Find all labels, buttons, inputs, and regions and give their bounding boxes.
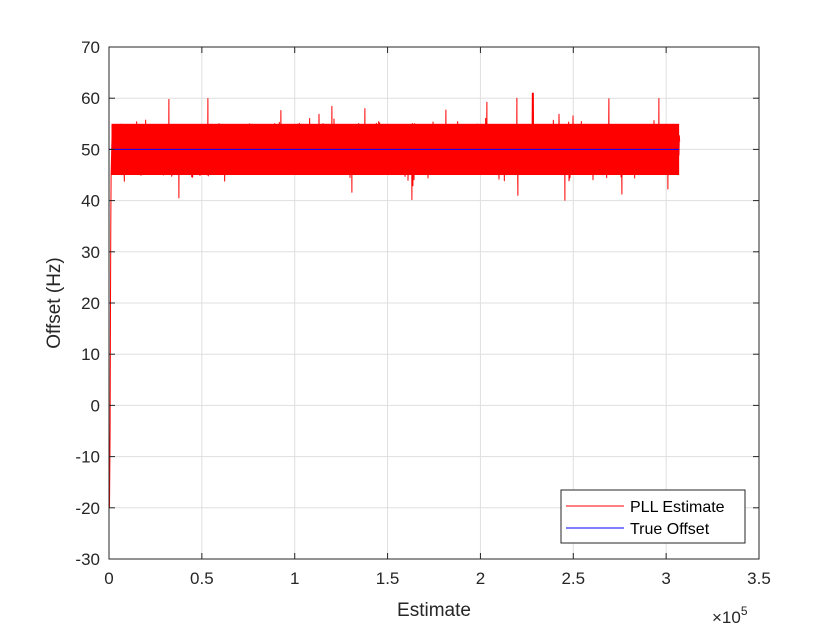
x-tick-label: 3.5: [747, 569, 771, 588]
ticks: [108, 46, 760, 560]
x-tick-label: 3: [661, 569, 670, 588]
y-tick-label: 40: [81, 192, 100, 211]
series-pll-estimate: [109, 92, 681, 508]
x-tick-labels: 0 0.5 1 1.5 2 2.5 3 3.5: [104, 569, 771, 588]
y-tick-label: 70: [81, 38, 100, 57]
x-tick-label: 2: [476, 569, 485, 588]
x-tick-label: 1.5: [376, 569, 400, 588]
y-tick-label: -10: [75, 448, 100, 467]
y-tick-label: 30: [81, 243, 100, 262]
series-layer: [109, 92, 681, 508]
legend-box: [560, 489, 746, 544]
x-tick-label: 0.5: [190, 569, 214, 588]
x-exponent-label: ×105: [712, 604, 748, 627]
x-tick-label: 2.5: [561, 569, 585, 588]
y-tick-labels: -30 -20 -10 0 10 20 30 40 50 60 70: [75, 38, 100, 569]
y-axis-title: Offset (Hz): [44, 257, 65, 349]
y-tick-label: 0: [91, 396, 100, 415]
legend-label-true-offset: True Offset: [630, 521, 710, 538]
x-axis-title: Estimate: [397, 600, 471, 621]
y-tick-label: -20: [75, 499, 100, 518]
y-tick-label: 60: [81, 89, 100, 108]
y-tick-label: 10: [81, 345, 100, 364]
legend-label-pll-estimate: PLL Estimate: [630, 499, 725, 516]
y-tick-label: -30: [75, 550, 100, 569]
legend: PLL Estimate True Offset: [560, 489, 746, 544]
y-tick-label: 50: [81, 140, 100, 159]
x-tick-label: 0: [104, 569, 113, 588]
y-tick-label: 20: [81, 294, 100, 313]
x-exponent-power: 5: [741, 604, 748, 618]
x-tick-label: 1: [290, 569, 299, 588]
